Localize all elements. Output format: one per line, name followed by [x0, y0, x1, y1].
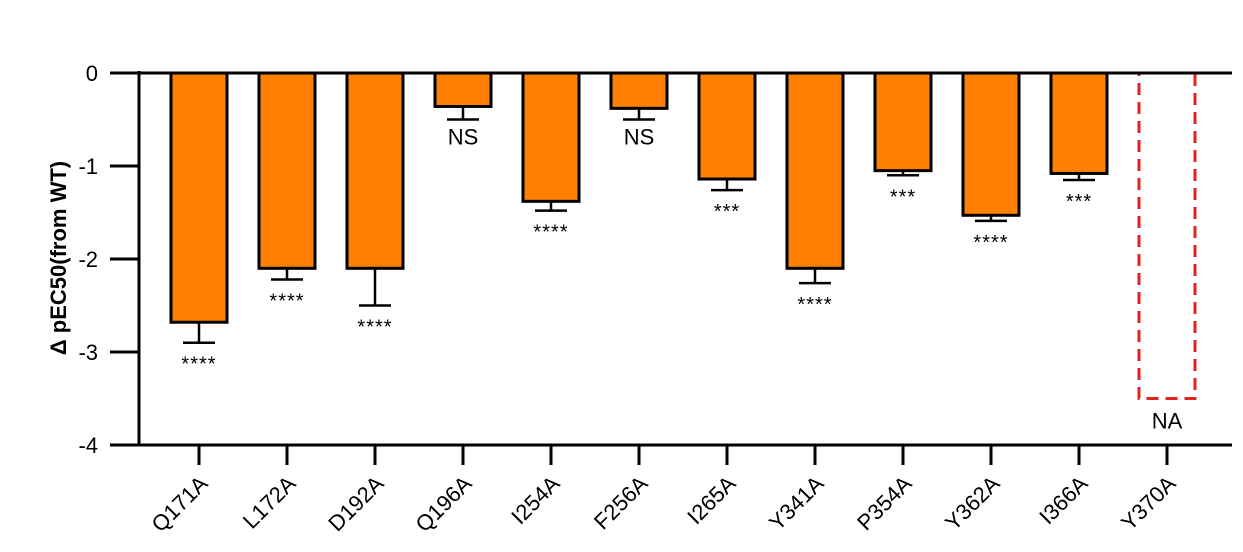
y-tick-label: -1 [78, 154, 98, 179]
bar-Y341A [785, 71, 845, 270]
x-tick-label-F256A: F256A [589, 471, 653, 535]
na-label: NA [1152, 409, 1183, 434]
significance-label-I254A: **** [533, 222, 568, 244]
x-tick-label-L172A: L172A [238, 471, 301, 534]
x-tick-label-I254A: I254A [506, 471, 565, 530]
bar-F256A [609, 71, 669, 110]
bar-P354A [873, 71, 933, 173]
bar-I265A [697, 71, 757, 181]
x-tick-label-I265A: I265A [682, 471, 741, 530]
bar-Y362A [961, 71, 1021, 217]
x-tick-label-I366A: I366A [1034, 471, 1093, 530]
significance-label-Q196A: NS [448, 125, 479, 150]
bar-D192A [345, 71, 405, 270]
x-tick-label-Y362A: Y362A [940, 471, 1005, 536]
bar-L172A [257, 71, 317, 270]
x-tick-label-Y370A: Y370A [1116, 471, 1181, 536]
significance-label-Q171A: **** [181, 354, 216, 376]
x-tick-label-D192A: D192A [323, 471, 388, 536]
significance-label-Y341A: **** [797, 294, 832, 316]
significance-label-I366A: *** [1066, 191, 1092, 213]
y-axis-title: Δ pEC50(from WT) [46, 161, 71, 355]
y-tick-label: 0 [86, 61, 98, 86]
bar-Q171A [169, 71, 229, 324]
bar-I254A [521, 71, 581, 203]
bars-layer: ************NS****NS*****************NA [169, 71, 1197, 434]
significance-label-D192A: **** [357, 317, 392, 339]
y-tick-label: -2 [78, 247, 98, 272]
na-outline-Y370A [1137, 71, 1197, 400]
significance-label-F256A: NS [624, 125, 655, 150]
significance-label-P354A: *** [890, 186, 916, 208]
significance-label-Y362A: **** [973, 232, 1008, 254]
y-tick-label: -4 [78, 433, 98, 458]
y-tick-label: -3 [78, 340, 98, 365]
bar-I366A [1049, 71, 1109, 175]
x-tick-label-P354A: P354A [852, 471, 917, 536]
significance-label-I265A: *** [714, 201, 740, 223]
x-tick-label-Y341A: Y341A [764, 471, 829, 536]
significance-label-L172A: **** [269, 290, 304, 312]
bar-Q196A [433, 71, 493, 108]
x-tick-label-Q171A: Q171A [146, 471, 212, 537]
x-tick-label-Q196A: Q196A [410, 471, 476, 537]
